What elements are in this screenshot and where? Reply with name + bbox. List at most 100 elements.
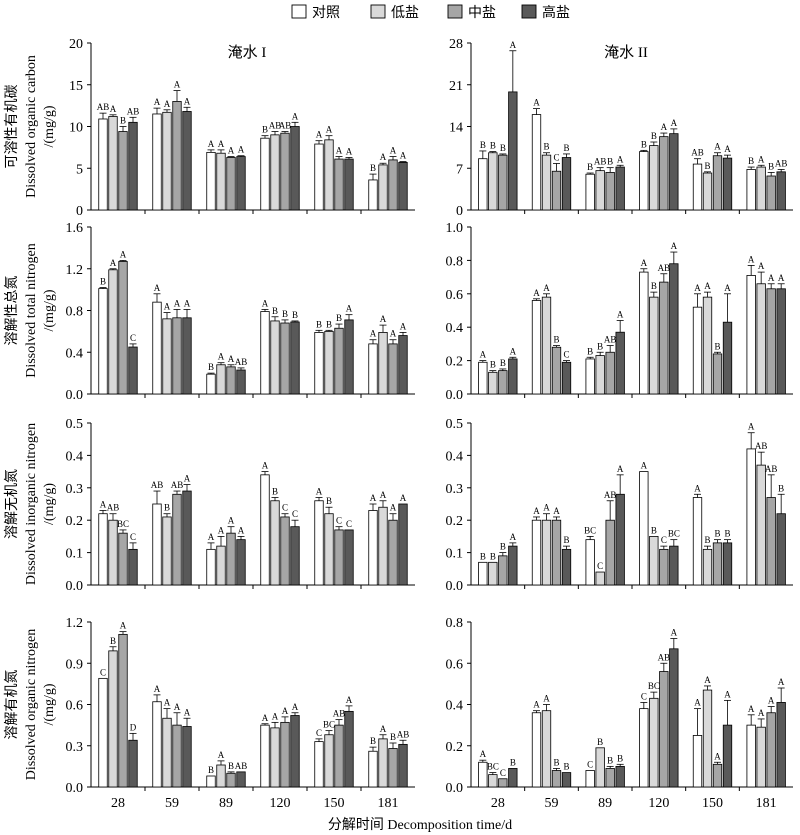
data-label: AB <box>279 121 292 131</box>
bar <box>595 747 605 788</box>
data-label: B <box>617 753 623 763</box>
bar <box>344 158 354 211</box>
data-label: B <box>100 277 106 287</box>
bar <box>378 164 388 211</box>
data-label: B <box>490 360 496 370</box>
bar <box>388 159 398 211</box>
data-label: C <box>130 333 136 343</box>
bar <box>498 778 508 788</box>
data-label: A <box>380 490 387 500</box>
data-label: B <box>490 141 496 151</box>
bar <box>498 370 508 395</box>
data-label: A <box>218 352 225 362</box>
bar <box>378 506 388 586</box>
y-tick-label: 0.2 <box>446 355 464 370</box>
data-label: A <box>480 749 487 759</box>
data-label: A <box>768 273 775 283</box>
bar <box>615 765 625 788</box>
data-label: B <box>490 551 496 561</box>
bar <box>541 154 552 211</box>
data-label: C <box>316 728 322 738</box>
data-label: A <box>617 154 624 164</box>
legend-item: 中盐 <box>447 4 496 21</box>
panel-title: 淹水 II <box>604 44 648 61</box>
data-label: A <box>272 711 279 721</box>
data-label: B <box>651 525 657 535</box>
bar <box>226 772 236 788</box>
y-tick-label: 0 <box>456 204 463 219</box>
data-label: B <box>272 306 278 316</box>
data-label: C <box>563 350 569 360</box>
bar <box>118 261 128 395</box>
data-label: B <box>510 757 516 767</box>
bar <box>344 529 354 586</box>
bar <box>216 545 226 586</box>
y-tick-label: 0.0 <box>66 388 84 403</box>
data-label: A <box>510 346 517 356</box>
bar <box>508 358 518 395</box>
data-label: A <box>533 288 540 298</box>
data-label: C <box>100 667 106 677</box>
bar <box>746 169 756 211</box>
data-label: B <box>500 358 506 368</box>
data-label: BC <box>117 519 129 529</box>
data-label: AB <box>658 652 671 662</box>
bar <box>488 152 498 211</box>
x-tick-label: 89 <box>219 796 233 811</box>
data-label: B <box>597 341 603 351</box>
bar <box>324 513 334 586</box>
bar <box>605 519 615 586</box>
bar <box>172 493 182 586</box>
data-label: AB <box>691 148 704 158</box>
bar <box>378 738 388 788</box>
bar <box>128 548 138 586</box>
data-label: A <box>262 298 269 308</box>
bar <box>290 715 300 788</box>
x-tick-label: 59 <box>545 796 559 811</box>
y-tick-label: 0.0 <box>66 579 84 594</box>
y-tick-label: 0.1 <box>446 547 464 562</box>
data-label: BC <box>487 762 499 772</box>
data-label: D <box>130 722 137 732</box>
data-label: B <box>651 281 657 291</box>
y-tick-label: 0.8 <box>446 616 464 631</box>
data-label: B <box>208 362 214 372</box>
bar <box>324 139 334 211</box>
bar <box>746 448 756 586</box>
data-label: AB <box>765 464 778 474</box>
data-label: BC <box>323 720 335 730</box>
bar <box>128 121 138 211</box>
data-label: B <box>587 346 593 356</box>
data-label: AB <box>775 158 788 168</box>
bar <box>639 708 649 788</box>
bar <box>182 111 192 211</box>
y-tick-label: 0.4 <box>446 321 464 336</box>
bar <box>712 542 723 586</box>
data-label: A <box>184 96 191 106</box>
data-label: A <box>671 118 678 128</box>
data-label: AB <box>594 157 607 167</box>
bar <box>702 689 713 788</box>
data-label: B <box>553 757 559 767</box>
data-label: B <box>370 736 376 746</box>
bar <box>152 701 162 788</box>
data-label: A <box>238 525 245 535</box>
data-label: A <box>748 704 755 714</box>
bar <box>334 724 344 788</box>
x-tick-label: 181 <box>756 796 777 811</box>
data-label: C <box>130 532 136 542</box>
bar <box>478 361 488 395</box>
bar <box>388 519 398 586</box>
data-label: A <box>120 249 127 259</box>
y-tick-label: 1.2 <box>66 263 84 278</box>
y-tick-label: 0.2 <box>446 740 464 755</box>
data-label: A <box>510 532 517 542</box>
y-tick-label: 0 <box>76 204 83 219</box>
y-tick-label: 15 <box>69 79 83 94</box>
bar <box>551 346 562 395</box>
data-label: A <box>228 516 235 526</box>
data-label: A <box>724 689 731 699</box>
bar <box>615 493 625 586</box>
